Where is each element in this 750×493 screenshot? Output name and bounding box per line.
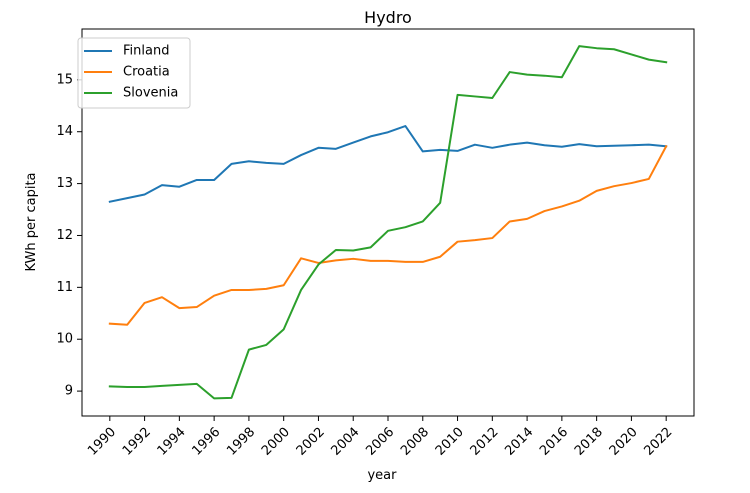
legend-label-slovenia: Slovenia <box>123 86 178 101</box>
y-tick-label: 10 <box>56 332 73 347</box>
y-tick-label: 13 <box>56 176 73 191</box>
y-tick-label: 14 <box>56 124 73 139</box>
y-tick-label: 15 <box>56 72 73 87</box>
y-axis-ticks: 9 10 11 12 13 14 15 <box>56 72 82 399</box>
y-axis-label: KWh per capita <box>24 172 39 271</box>
y-tick-label: 12 <box>56 228 73 243</box>
chart-title: Hydro <box>364 8 412 27</box>
legend: Finland Croatia Slovenia <box>77 37 191 109</box>
y-tick-label: 9 <box>65 384 73 399</box>
y-tick-label: 11 <box>56 280 73 295</box>
series-line-slovenia <box>108 45 668 400</box>
series-layer <box>108 45 668 400</box>
legend-box <box>77 37 191 109</box>
legend-label-finland: Finland <box>123 44 169 59</box>
x-axis-label: year <box>367 468 397 483</box>
series-line-croatia <box>108 144 668 326</box>
series-line-finland <box>108 125 668 203</box>
legend-label-croatia: Croatia <box>123 65 170 80</box>
